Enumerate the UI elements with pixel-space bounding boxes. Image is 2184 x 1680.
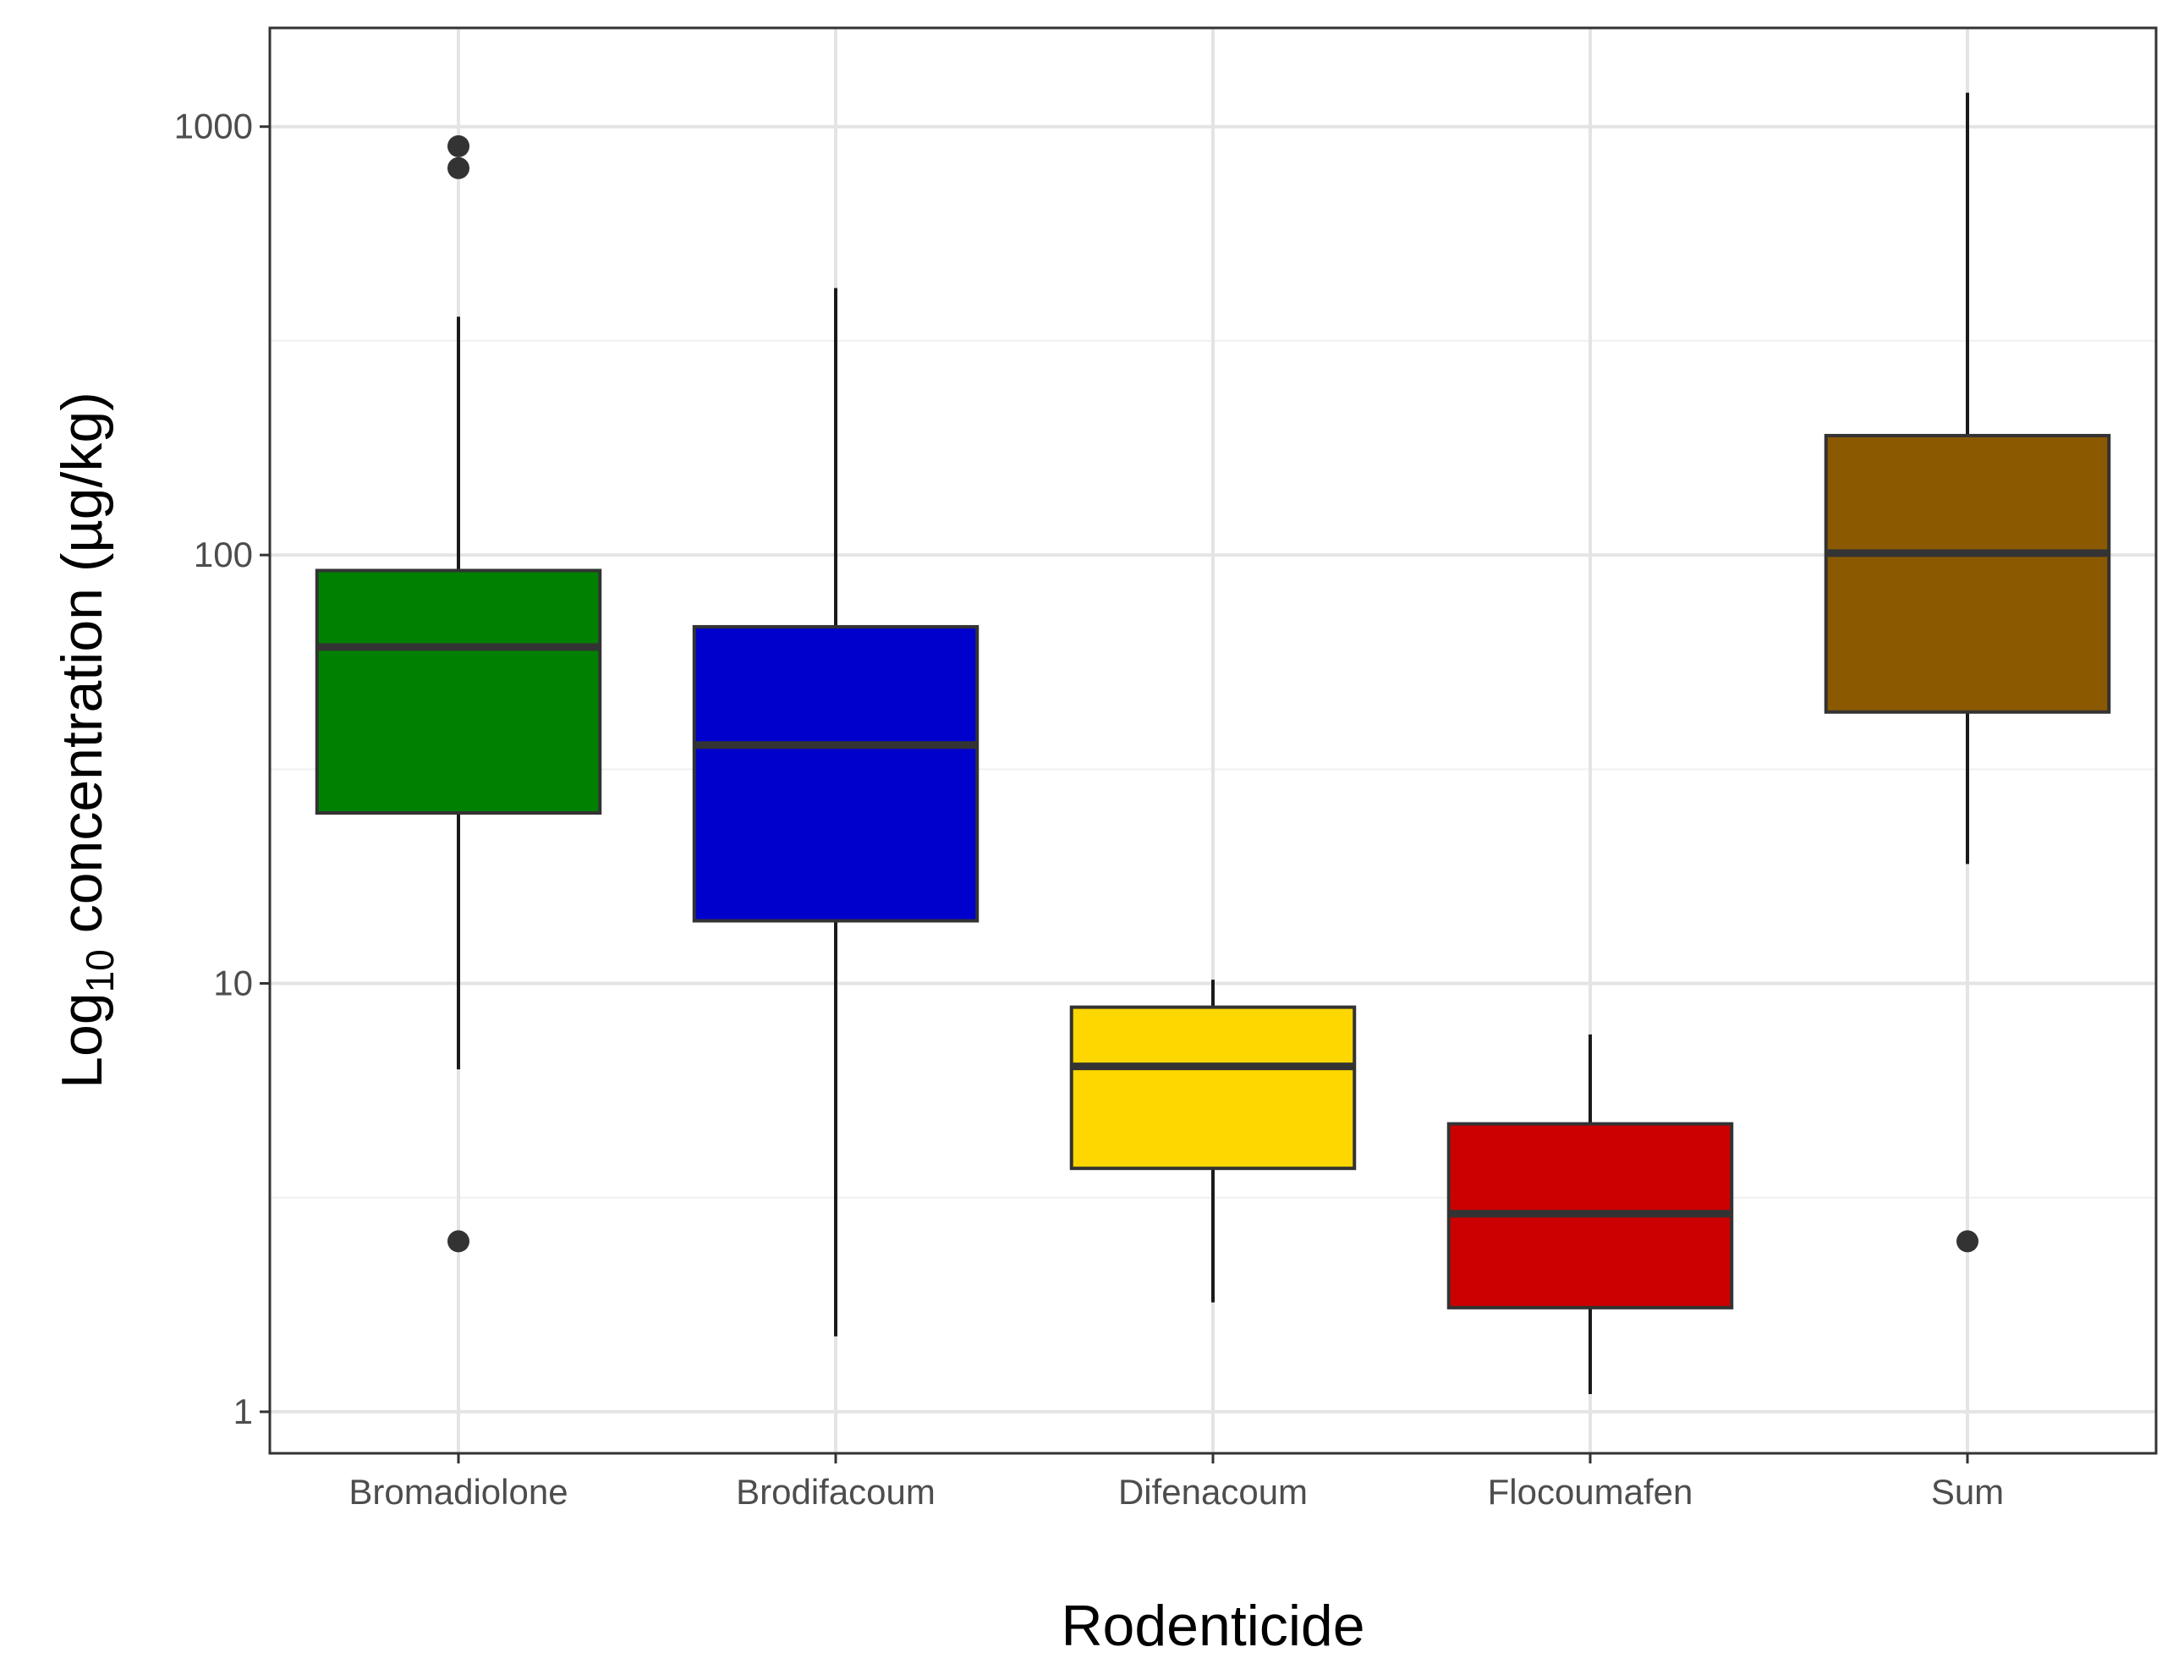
y-axis-title: Log10 concentration (µg/kg) xyxy=(50,392,122,1089)
box-brodifacoum xyxy=(692,288,980,1337)
y-tick-label: 1000 xyxy=(174,107,253,146)
x-axis-ticks: Bromadiolone Brodifacoum Difenacoum Flocoum… xyxy=(348,1453,2004,1512)
x-tick-label: Bromadiolone xyxy=(348,1472,568,1512)
x-tick-label: Sum xyxy=(1931,1472,2004,1512)
x-axis-title: Rodenticide xyxy=(1061,1594,1364,1658)
iqr-box xyxy=(1069,1005,1357,1171)
iqr-box xyxy=(315,568,602,815)
y-axis-ticks: 1 10 100 1000 xyxy=(174,107,270,1431)
box-sum xyxy=(1824,92,2111,1253)
y-axis-title-subscript: 10 xyxy=(78,949,122,992)
y-axis-title-log: Log xyxy=(50,992,114,1088)
x-tick-label: Difenacoum xyxy=(1118,1472,1308,1512)
outlier-point xyxy=(1956,1230,1978,1253)
y-tick-label: 100 xyxy=(194,535,253,574)
iqr-box xyxy=(692,624,980,923)
y-tick-label: 10 xyxy=(213,964,253,1003)
x-tick-label: Brodifacoum xyxy=(736,1472,936,1512)
iqr-box xyxy=(1824,433,2111,714)
box-bromadiolone xyxy=(315,135,602,1253)
boxes xyxy=(315,92,2111,1394)
box-flocoumafen xyxy=(1446,1034,1734,1394)
outlier-point xyxy=(447,135,469,157)
y-tick-label: 1 xyxy=(233,1392,253,1431)
box-difenacoum xyxy=(1069,980,1357,1303)
y-axis-title-units: concentration (µg/kg) xyxy=(50,392,114,949)
x-tick-label: Flocoumafen xyxy=(1488,1472,1693,1512)
outlier-point xyxy=(447,156,469,179)
outlier-point xyxy=(447,1230,469,1253)
